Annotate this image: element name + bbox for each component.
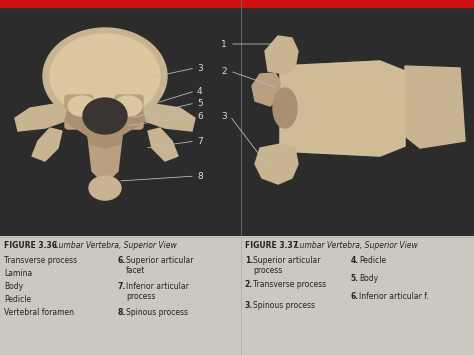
Text: FIGURE 3.37: FIGURE 3.37: [245, 241, 298, 250]
Polygon shape: [15, 104, 68, 131]
Text: Spinous process: Spinous process: [253, 301, 315, 310]
Ellipse shape: [50, 34, 160, 118]
Polygon shape: [105, 101, 145, 136]
Polygon shape: [252, 73, 280, 106]
Polygon shape: [280, 61, 405, 156]
Polygon shape: [255, 144, 298, 184]
Text: Transverse process: Transverse process: [253, 280, 326, 289]
Text: Inferior articular
process: Inferior articular process: [126, 282, 189, 301]
Bar: [0, 0, 474, 7]
Text: Pedicle: Pedicle: [4, 295, 31, 304]
Text: 1.: 1.: [245, 256, 253, 265]
Polygon shape: [32, 128, 62, 161]
Text: Lamina: Lamina: [4, 269, 32, 278]
Text: Body: Body: [359, 274, 378, 283]
Text: 6: 6: [197, 111, 203, 121]
Text: 5.: 5.: [351, 274, 359, 283]
Text: 5: 5: [197, 99, 203, 108]
Text: 4: 4: [197, 87, 202, 95]
Text: Transverse process: Transverse process: [4, 256, 77, 265]
Text: Pedicle: Pedicle: [359, 256, 386, 265]
Ellipse shape: [83, 98, 127, 134]
Text: 8.: 8.: [118, 308, 126, 317]
Text: Spinous process: Spinous process: [126, 308, 188, 317]
Polygon shape: [265, 36, 298, 74]
Polygon shape: [88, 128, 122, 148]
Polygon shape: [142, 104, 195, 131]
Text: Body: Body: [4, 282, 23, 291]
Polygon shape: [280, 61, 405, 156]
Text: Inferior articular f.: Inferior articular f.: [359, 292, 428, 301]
Polygon shape: [65, 101, 105, 136]
FancyBboxPatch shape: [115, 95, 143, 129]
Text: 6.: 6.: [351, 292, 359, 301]
Ellipse shape: [273, 88, 297, 128]
Text: 7: 7: [197, 137, 203, 146]
Text: Vertebral foramen: Vertebral foramen: [4, 308, 74, 317]
Polygon shape: [148, 128, 178, 161]
Text: 6.: 6.: [118, 256, 126, 265]
FancyBboxPatch shape: [65, 95, 93, 129]
Ellipse shape: [43, 28, 167, 124]
Text: 3: 3: [197, 64, 203, 72]
Text: 3: 3: [221, 111, 227, 121]
Text: 2: 2: [221, 66, 227, 76]
Text: 8: 8: [197, 171, 203, 181]
Text: FIGURE 3.36: FIGURE 3.36: [4, 241, 57, 250]
Text: 1: 1: [221, 39, 227, 49]
Text: 2.: 2.: [245, 280, 253, 289]
Text: Lumbar Vertebra, Superior View: Lumbar Vertebra, Superior View: [293, 241, 418, 250]
Text: Superior articular
process: Superior articular process: [253, 256, 320, 275]
Ellipse shape: [68, 96, 96, 116]
Ellipse shape: [89, 176, 121, 200]
Text: Superior articular
facet: Superior articular facet: [126, 256, 193, 275]
Polygon shape: [88, 136, 122, 184]
Polygon shape: [405, 66, 465, 148]
Ellipse shape: [114, 96, 142, 116]
Text: 7.: 7.: [118, 282, 126, 291]
Text: 3.: 3.: [245, 301, 253, 310]
Text: 4.: 4.: [351, 256, 359, 265]
Text: Lumbar Vertebra, Superior View: Lumbar Vertebra, Superior View: [52, 241, 177, 250]
